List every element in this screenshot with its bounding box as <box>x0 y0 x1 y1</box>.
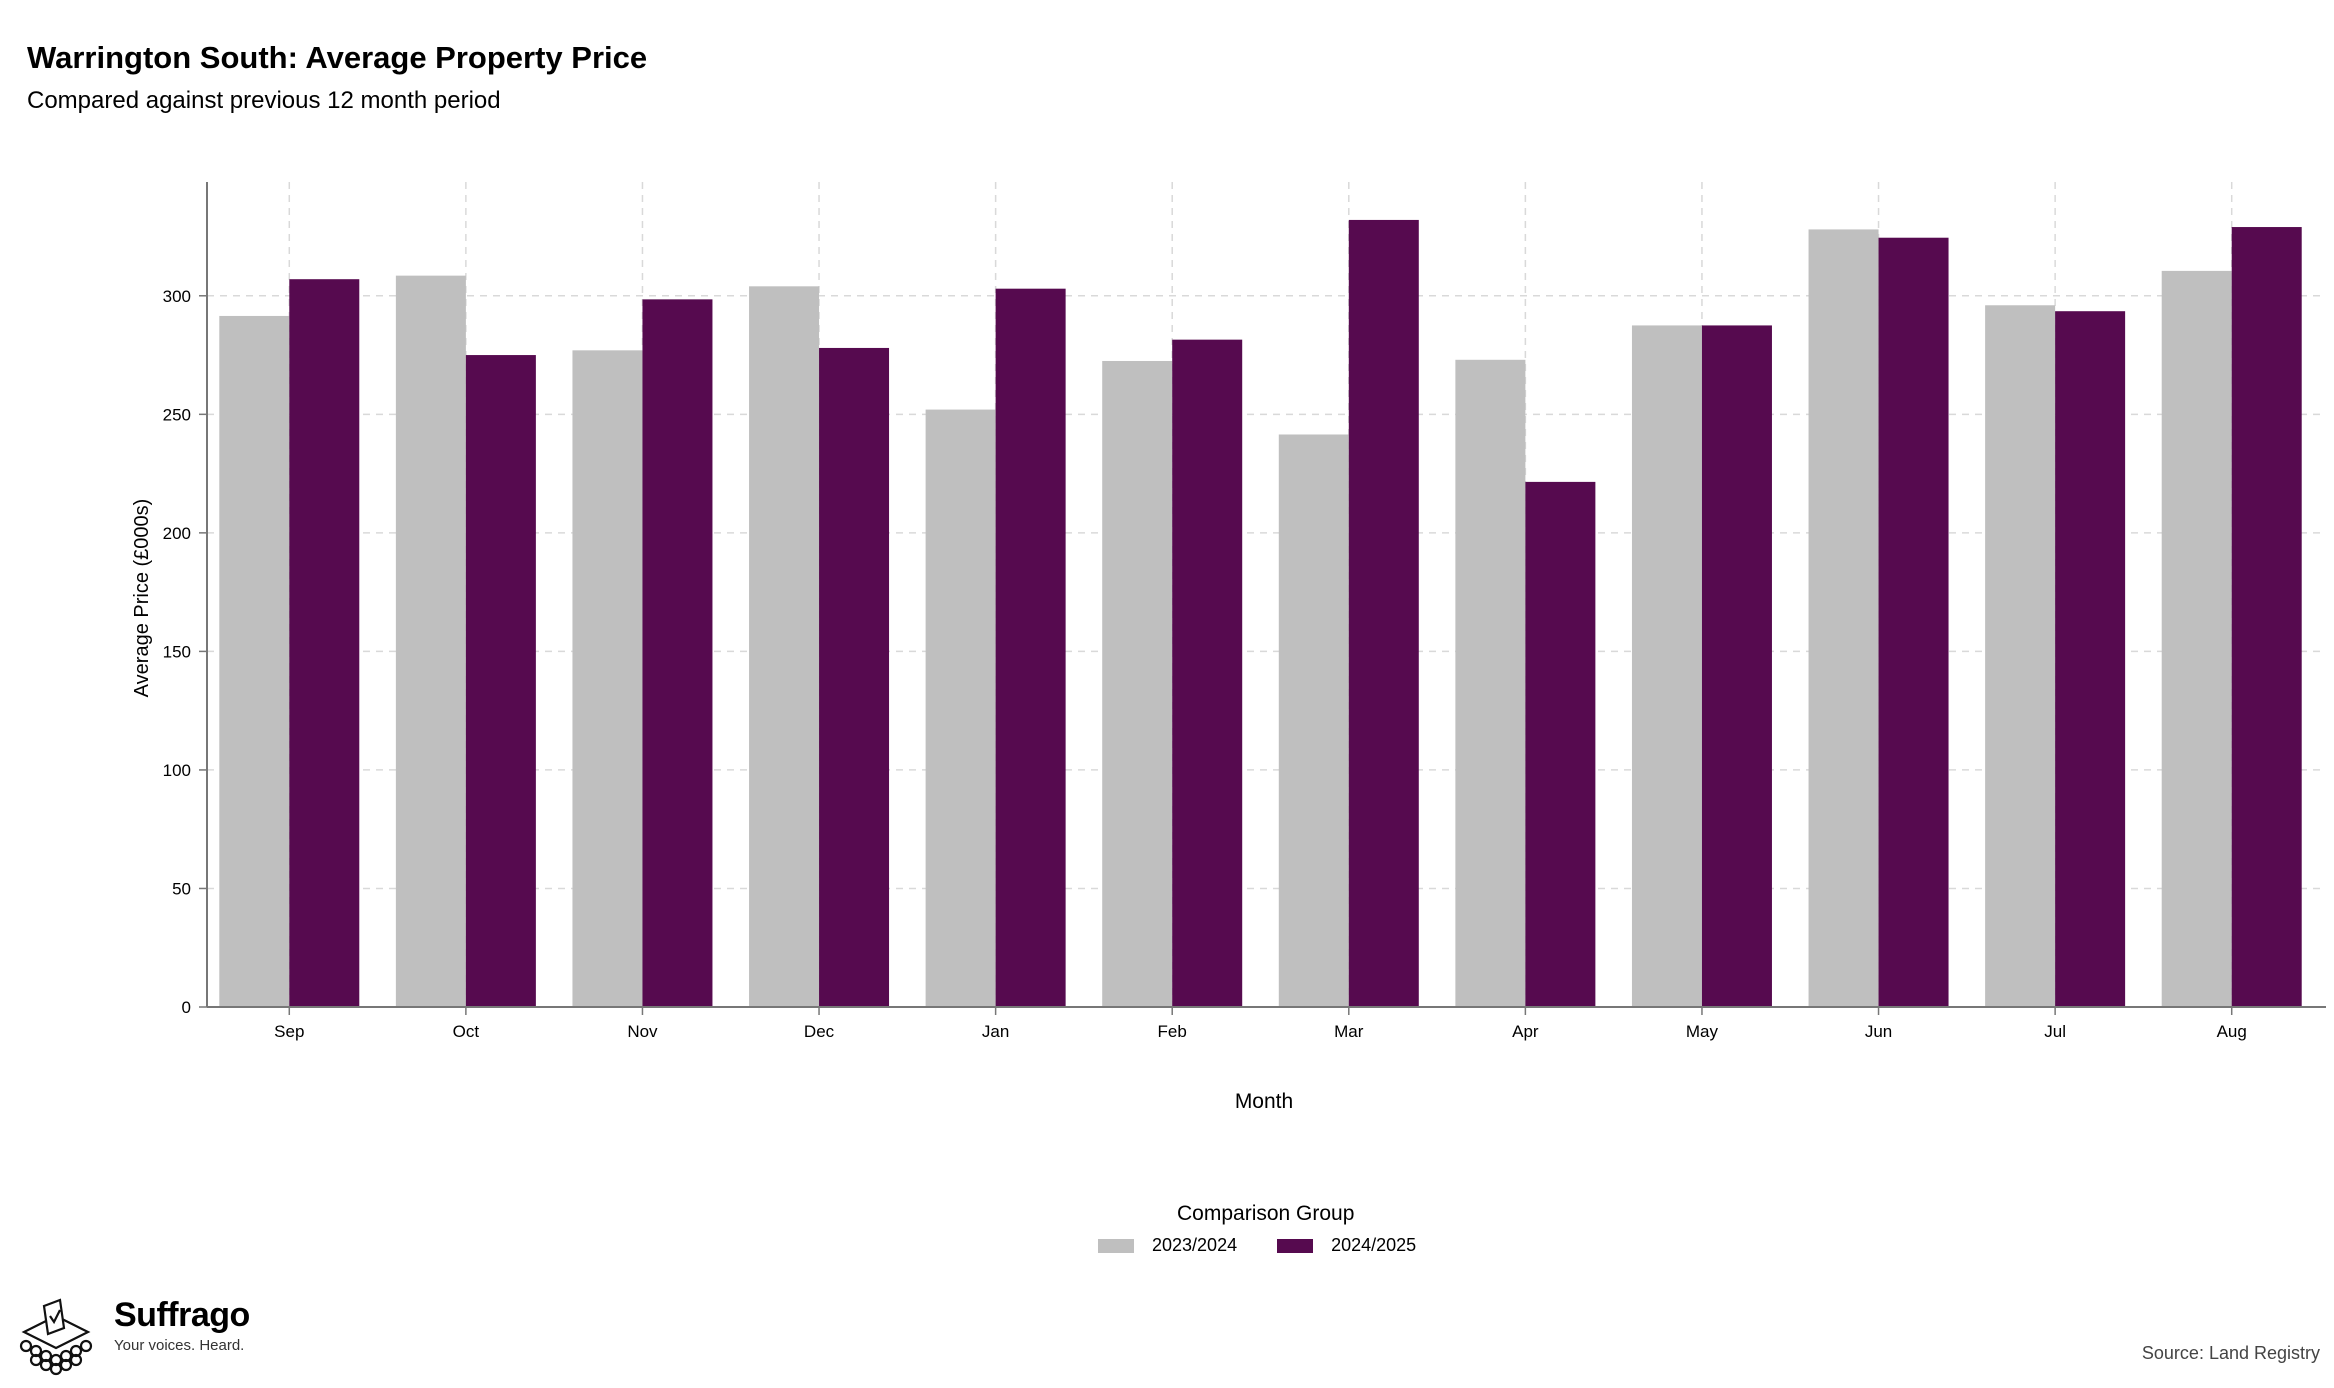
bar-2023-2024-jan <box>925 409 996 1008</box>
bar-2024-2025-feb <box>1172 339 1243 1007</box>
x-axis-label: Month <box>1235 1090 1293 1113</box>
bar-2024-2025-apr <box>1525 481 1596 1008</box>
bar-2023-2024-apr <box>1455 359 1526 1007</box>
legend-label-2023-2024: 2023/2024 <box>1152 1235 1238 1255</box>
bar-2023-2024-oct <box>395 275 466 1008</box>
bars <box>219 219 2302 1008</box>
legend-label-2024-2025: 2024/2025 <box>1331 1235 1417 1255</box>
x-tick-label: Jan <box>982 1022 1009 1041</box>
bar-2024-2025-sep <box>289 279 360 1008</box>
x-tick-label: Aug <box>2217 1022 2247 1041</box>
suffrago-logo: Suffrago Your voices. Heard. <box>12 1296 250 1376</box>
x-tick-label: Jul <box>2044 1022 2066 1041</box>
bar-2023-2024-jun <box>1808 229 1879 1007</box>
y-tick-label: 300 <box>163 287 191 306</box>
bar-2024-2025-may <box>1701 325 1772 1007</box>
bar-2024-2025-dec <box>819 347 890 1008</box>
tick-labels: 0 50 100 150 200 250 300 Sep Oct Nov Dec Jan Feb Mar A… <box>163 287 2247 1041</box>
bar-2024-2025-oct <box>465 355 536 1008</box>
bar-2023-2024-nov <box>572 350 643 1007</box>
bar-2023-2024-aug <box>2161 270 2232 1007</box>
x-tick-label: Feb <box>1158 1022 1187 1041</box>
axes <box>199 182 2326 1015</box>
bar-2024-2025-jul <box>2055 311 2126 1007</box>
grid-lines <box>207 182 2326 1007</box>
chart-title: Warrington South: Average Property Price <box>27 40 648 75</box>
legend-swatch-2023-2024 <box>1098 1238 1134 1253</box>
bar-2023-2024-jul <box>1985 305 2056 1007</box>
x-tick-label: Oct <box>453 1022 480 1041</box>
x-tick-label: Dec <box>804 1022 835 1041</box>
y-tick-label: 50 <box>172 879 191 898</box>
brand-name: Suffrago <box>114 1296 250 1334</box>
y-tick-label: 250 <box>163 405 191 424</box>
ballot-box-icon <box>19 1298 93 1376</box>
x-tick-label: May <box>1686 1022 1719 1041</box>
bar-2023-2024-may <box>1631 325 1702 1007</box>
legend-item-2024-2025: 2024/2025 <box>1277 1235 1416 1256</box>
legend: 2023/2024 2024/2025 <box>1098 1235 1456 1256</box>
legend-swatch-2024-2025 <box>1277 1238 1314 1253</box>
brand-tagline: Your voices. Heard. <box>114 1337 245 1354</box>
legend-title: Comparison Group <box>1177 1202 1355 1225</box>
y-tick-label: 200 <box>163 524 191 543</box>
source-note: Source: Land Registry <box>2141 1343 2320 1363</box>
x-tick-label: Apr <box>1512 1022 1539 1041</box>
bar-2023-2024-dec <box>749 286 820 1008</box>
y-tick-label: 100 <box>163 761 191 780</box>
x-tick-label: Jun <box>1865 1022 1892 1041</box>
y-tick-label: 150 <box>163 642 191 661</box>
y-tick-label: 0 <box>182 998 191 1017</box>
x-tick-label: Nov <box>627 1022 658 1041</box>
x-tick-label: Sep <box>274 1022 304 1041</box>
bar-2023-2024-mar <box>1278 434 1349 1007</box>
bar-2024-2025-mar <box>1348 219 1419 1007</box>
bar-2023-2024-feb <box>1102 360 1173 1007</box>
bar-2024-2025-jan <box>995 288 1066 1007</box>
bar-2024-2025-jun <box>1878 237 1949 1008</box>
x-tick-label: Mar <box>1334 1022 1364 1041</box>
y-axis-label: Average Price (£000s) <box>131 499 153 698</box>
bar-2023-2024-sep <box>219 315 290 1007</box>
bar-2024-2025-aug <box>2231 227 2302 1008</box>
bar-2024-2025-nov <box>642 299 713 1008</box>
legend-item-2023-2024: 2023/2024 <box>1098 1235 1237 1256</box>
chart-subtitle: Compared against previous 12 month perio… <box>27 87 501 114</box>
